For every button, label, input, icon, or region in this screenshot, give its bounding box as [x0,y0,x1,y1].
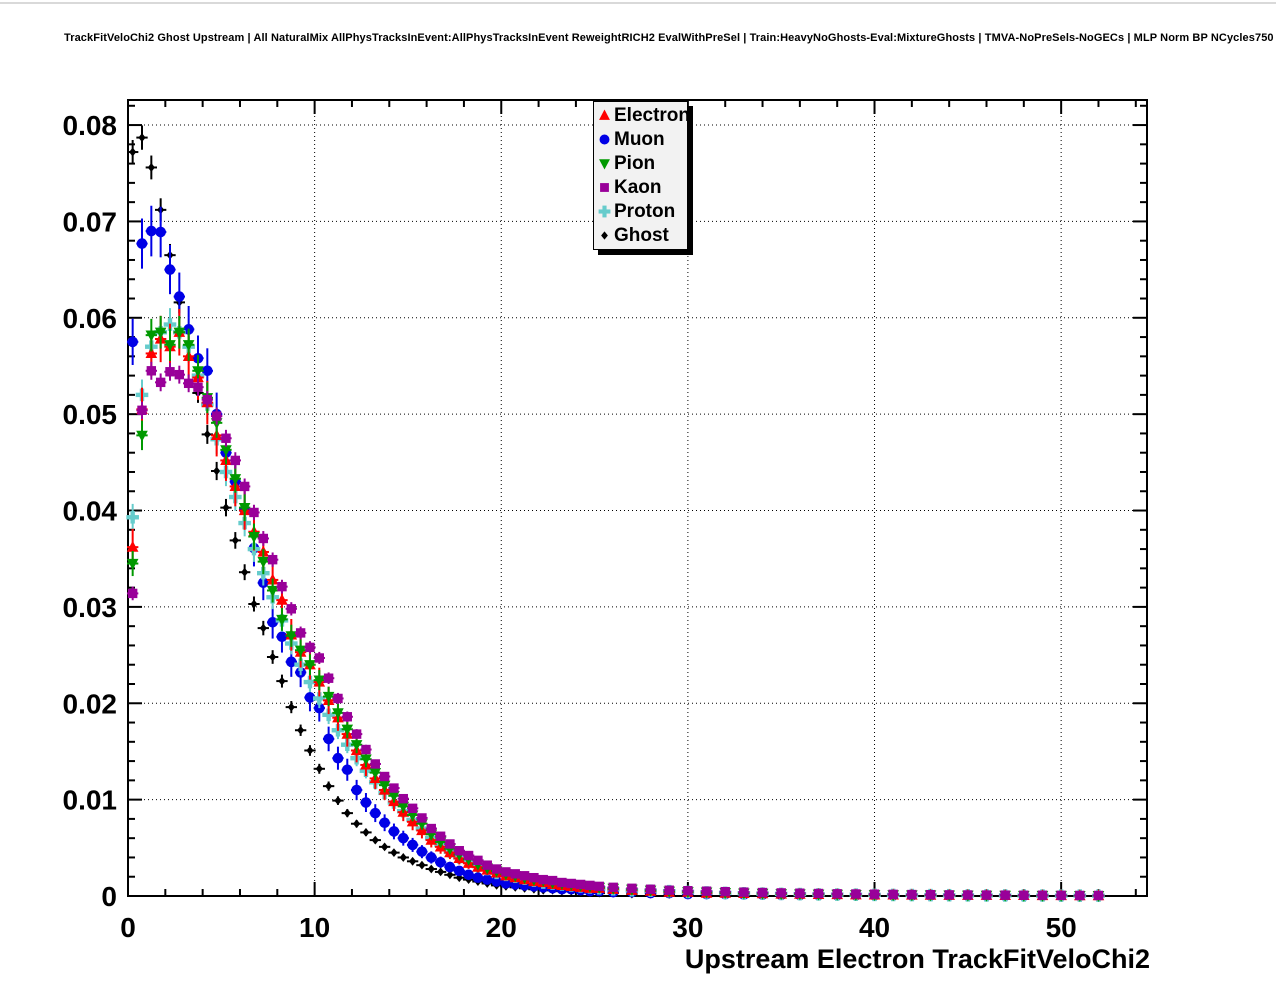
series-kaon [127,361,1105,901]
y-tick-label: 0.05 [63,399,118,430]
legend: Electron Muon Pion Kaon Proton Ghost [593,101,691,250]
x-tick-label: 10 [299,912,330,943]
legend-item-muon: Muon [597,128,687,151]
x-tick-label: 40 [859,912,890,943]
x-tick-label: 30 [672,912,703,943]
legend-label: Muon [614,128,665,150]
y-tick-label: 0.04 [63,496,118,527]
legend-item-ghost: Ghost [597,224,687,247]
y-tick-label: 0.07 [63,206,118,237]
series-proton [126,308,1105,903]
legend-label: Ghost [614,225,669,247]
y-tick-label: 0.02 [63,688,118,719]
legend-item-kaon: Kaon [597,176,687,199]
y-tick-label: 0.06 [63,303,118,334]
proton-marker-icon [598,205,611,218]
legend-label: Electron [614,104,691,126]
legend-label: Kaon [614,177,662,199]
ghost-marker-icon [601,231,608,240]
plot-frame [127,99,1148,897]
x-axis-title: Upstream Electron TrackFitVeloChi2 [684,944,1150,974]
legend-item-pion: Pion [597,152,687,175]
canvas-top-border [0,2,1276,4]
pion-marker-icon [599,159,610,170]
legend-label: Proton [614,201,676,223]
electron-marker-icon [599,109,610,120]
x-tick-label: 0 [120,912,136,943]
x-tick-label: 50 [1046,912,1077,943]
y-tick-label: 0.03 [63,592,118,623]
plot-title: TrackFitVeloChi2 Ghost Upstream | All Na… [64,32,1276,44]
legend-item-proton: Proton [597,200,687,223]
legend-label: Pion [614,152,656,174]
axis-tick-labels: 0 10 20 30 40 50 0 0.01 0.02 0.03 0.04 0.05 0.06 0.07… [63,110,1077,943]
legend-item-electron: Electron [597,104,691,127]
y-tick-label: 0 [101,881,117,912]
kaon-marker-icon [600,183,609,192]
y-tick-label: 0.01 [63,785,118,816]
x-tick-label: 20 [486,912,517,943]
y-tick-label: 0.08 [63,110,118,141]
muon-marker-icon [599,134,610,145]
